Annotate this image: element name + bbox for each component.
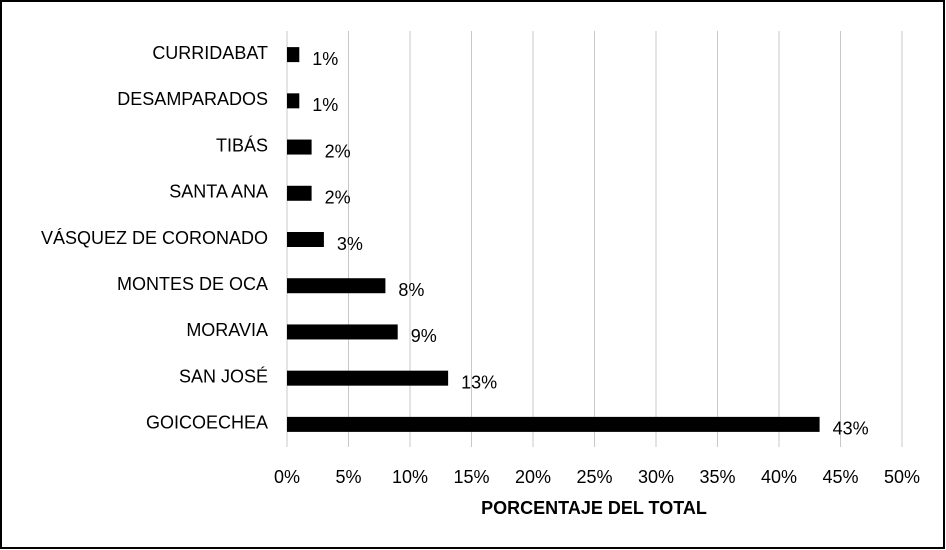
value-label: 1% bbox=[312, 95, 338, 115]
bar bbox=[287, 416, 820, 432]
x-axis-title: PORCENTAJE DEL TOTAL bbox=[481, 498, 707, 518]
x-tick-label: 40% bbox=[761, 467, 797, 487]
y-tick-label: MORAVIA bbox=[186, 320, 268, 340]
x-tick-label: 0% bbox=[274, 467, 300, 487]
y-tick-label: DESAMPARADOS bbox=[117, 89, 268, 109]
x-tick-label: 5% bbox=[335, 467, 361, 487]
y-tick-label: VÁSQUEZ DE CORONADO bbox=[41, 228, 268, 248]
bar bbox=[287, 47, 300, 63]
value-label: 2% bbox=[325, 188, 351, 208]
bar bbox=[287, 139, 312, 155]
value-label: 3% bbox=[337, 234, 363, 254]
x-tick-label: 50% bbox=[884, 467, 920, 487]
x-tick-label: 30% bbox=[638, 467, 674, 487]
value-label: 43% bbox=[833, 419, 869, 439]
value-label: 1% bbox=[312, 49, 338, 69]
y-tick-label: GOICOECHEA bbox=[146, 413, 268, 433]
x-tick-label: 10% bbox=[392, 467, 428, 487]
bar bbox=[287, 324, 398, 340]
bar bbox=[287, 278, 386, 294]
x-tick-label: 20% bbox=[515, 467, 551, 487]
x-tick-label: 25% bbox=[576, 467, 612, 487]
bar bbox=[287, 93, 300, 109]
x-tick-label: 15% bbox=[453, 467, 489, 487]
value-label: 9% bbox=[411, 326, 437, 346]
y-tick-label: MONTES DE OCA bbox=[117, 274, 268, 294]
y-tick-label: SAN JOSÉ bbox=[179, 366, 268, 386]
y-tick-label: TIBÁS bbox=[216, 135, 268, 155]
x-tick-label: 35% bbox=[699, 467, 735, 487]
value-label: 8% bbox=[398, 280, 424, 300]
bar bbox=[287, 232, 324, 247]
y-tick-label: SANTA ANA bbox=[169, 182, 268, 202]
value-label: 2% bbox=[325, 141, 351, 161]
y-tick-label: CURRIDABAT bbox=[152, 43, 268, 63]
bar bbox=[287, 185, 312, 201]
bar bbox=[287, 370, 449, 386]
x-tick-label: 45% bbox=[822, 467, 858, 487]
value-label: 13% bbox=[461, 372, 497, 392]
